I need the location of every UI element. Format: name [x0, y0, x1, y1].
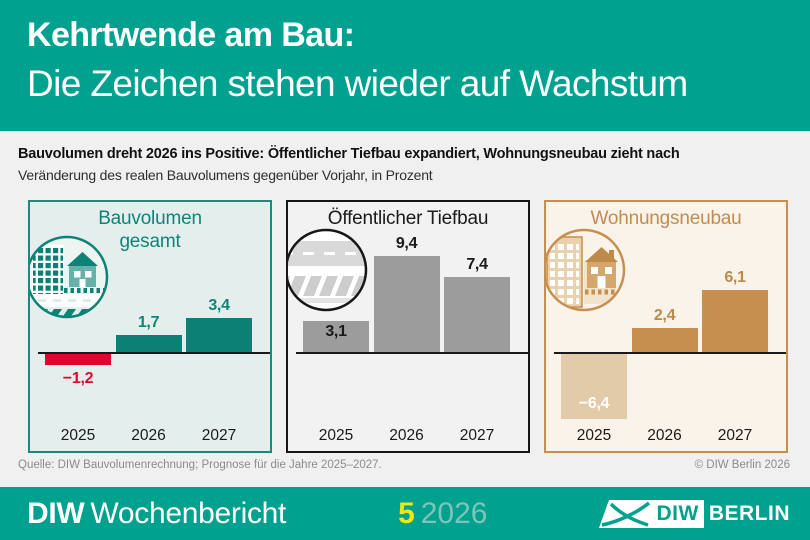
chart-title: Öffentlicher Tiefbau: [288, 207, 528, 230]
copyright-note: © DIW Berlin 2026: [695, 459, 790, 471]
chart-headline: Bauvolumen dreht 2026 ins Positive: Öffe…: [18, 146, 679, 162]
value-label: 9,4: [374, 235, 440, 253]
source-note: Quelle: DIW Bauvolumenrechnung; Prognose…: [18, 459, 382, 471]
chart-title: Wohnungsneubau: [546, 207, 786, 230]
diw-flag-icon: [599, 500, 651, 528]
zero-axis: [554, 352, 786, 354]
value-label: 6,1: [702, 269, 768, 287]
brand-diw: DIW: [27, 497, 84, 530]
panel-bauvolumen-gesamt: Bauvolumengesamt: [28, 200, 272, 453]
value-label: 7,4: [444, 256, 510, 274]
value-label: 3,1: [303, 323, 369, 341]
panel-oeffentlicher-tiefbau: Öffentlicher Tiefbau 3,120: [286, 200, 530, 453]
footer: DIWWochenbericht 52026 DIW BERLIN: [0, 487, 810, 540]
publication-name: DIWWochenbericht: [27, 497, 286, 531]
year-label: 2025: [45, 427, 111, 445]
issue-year: 2026: [421, 497, 488, 530]
charts-row: Bauvolumengesamt: [28, 200, 788, 453]
year-label: 2026: [374, 427, 440, 445]
bar-2026: [374, 256, 440, 353]
value-label: −6,4: [561, 395, 627, 413]
issue-number: 5: [398, 497, 415, 530]
year-label: 2027: [444, 427, 510, 445]
diw-berlin-logo: DIW BERLIN: [599, 500, 790, 528]
header: Kehrtwende am Bau: Die Zeichen stehen wi…: [0, 0, 810, 131]
chart-title: Bauvolumengesamt: [30, 207, 270, 253]
zero-axis: [38, 352, 270, 354]
bar-2027: [444, 277, 510, 353]
year-label: 2025: [561, 427, 627, 445]
buildings-house-icon: [544, 226, 628, 314]
value-label: −1,2: [45, 370, 111, 388]
bar-2026: [632, 328, 698, 353]
issue-label: 52026: [398, 497, 487, 531]
value-label: 3,4: [186, 297, 252, 315]
chart-description: Veränderung des realen Bauvolumens gegen…: [18, 167, 433, 183]
zero-axis: [296, 352, 528, 354]
year-label: 2027: [186, 427, 252, 445]
year-label: 2027: [702, 427, 768, 445]
value-label: 2,4: [632, 307, 698, 325]
logo-berlin-text: BERLIN: [709, 502, 790, 526]
year-label: 2025: [303, 427, 369, 445]
year-label: 2026: [116, 427, 182, 445]
bar-2027: [702, 290, 768, 353]
bar-2026: [116, 335, 182, 353]
road-railway-icon: [286, 226, 370, 314]
page-title-line2: Die Zeichen stehen wieder auf Wachstum: [27, 62, 810, 106]
bar-2025: [45, 353, 111, 365]
brand-wochenbericht: Wochenbericht: [90, 497, 286, 530]
page-title: Kehrtwende am Bau:: [27, 0, 810, 56]
source-row: Quelle: DIW Bauvolumenrechnung; Prognose…: [18, 459, 790, 471]
logo-diw-text: DIW: [651, 500, 703, 528]
value-label: 1,7: [116, 314, 182, 332]
panel-wohnungsneubau: Wohnungsneubau −6,420252,420266: [544, 200, 788, 453]
year-label: 2026: [632, 427, 698, 445]
bar-2027: [186, 318, 252, 353]
